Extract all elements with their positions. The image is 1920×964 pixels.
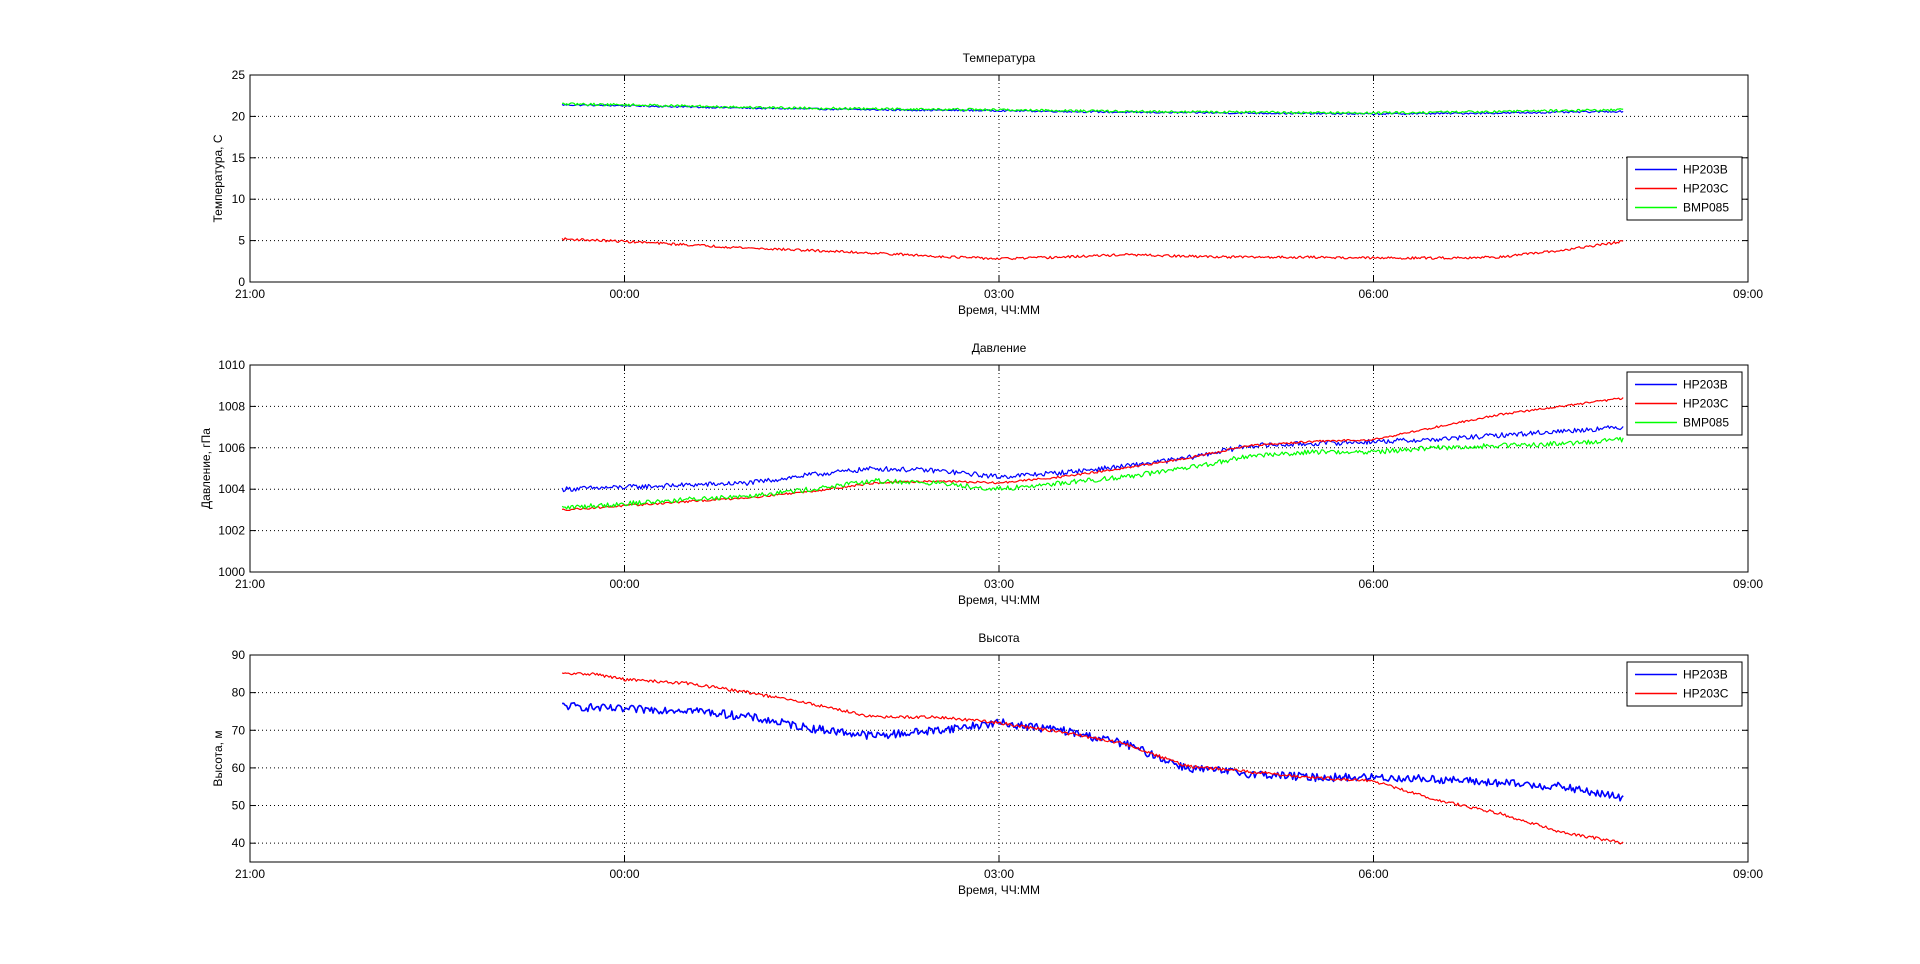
chart-title: Давление — [972, 341, 1027, 355]
y-tick-label: 1004 — [218, 482, 245, 496]
y-tick-label: 40 — [232, 836, 246, 850]
y-tick-label: 80 — [232, 686, 246, 700]
x-axis-label: Время, ЧЧ:ММ — [958, 303, 1040, 317]
x-tick-label: 03:00 — [984, 577, 1014, 591]
x-tick-label: 00:00 — [609, 287, 639, 301]
x-tick-label: 06:00 — [1358, 867, 1388, 881]
x-tick-label: 21:00 — [235, 867, 265, 881]
altitude-chart: Высота Время, ЧЧ:ММ Высота, м 21:00 00:00… — [211, 631, 1763, 897]
legend-label: HP203C — [1683, 397, 1729, 411]
y-axis-label: Температура, С — [211, 134, 225, 222]
y-axis-label: Давление, гПа — [199, 428, 213, 509]
legend-box — [1626, 661, 1743, 707]
y-axis-label: Высота, м — [211, 730, 225, 786]
series-line-hp203c — [561, 237, 1624, 261]
y-tick-label: 10 — [232, 192, 246, 206]
x-tick-label: 00:00 — [609, 577, 639, 591]
pressure-chart: Давление Время, ЧЧ:ММ Давление, гПа 21:0… — [199, 341, 1763, 607]
y-tick-label: 70 — [232, 723, 246, 737]
legend: HP203B HP203C BMP085 — [1626, 371, 1743, 436]
x-tick-label: 06:00 — [1358, 577, 1388, 591]
y-tick-label: 1008 — [218, 399, 245, 413]
series-line-hp203b — [562, 701, 1624, 802]
temperature-chart: Температура Время, ЧЧ:ММ Температура, С … — [211, 51, 1763, 317]
y-tick-label: 50 — [232, 799, 246, 813]
legend-label: BMP085 — [1683, 201, 1729, 215]
x-tick-label: 03:00 — [984, 867, 1014, 881]
series-line-hp203c — [561, 672, 1624, 845]
legend-label: HP203B — [1683, 378, 1728, 392]
y-tick-label: 90 — [232, 648, 246, 662]
y-tick-label: 1002 — [218, 524, 245, 538]
x-tick-label: 21:00 — [235, 287, 265, 301]
legend-label: HP203C — [1683, 687, 1729, 701]
x-tick-label: 09:00 — [1733, 577, 1763, 591]
y-tick-label: 1000 — [218, 565, 245, 579]
chart-title: Температура — [963, 51, 1036, 65]
x-tick-label: 21:00 — [235, 577, 265, 591]
legend: HP203B HP203C BMP085 — [1626, 156, 1743, 221]
y-tick-label: 20 — [232, 109, 246, 123]
y-tick-label: 15 — [232, 151, 246, 165]
legend-label: HP203C — [1683, 182, 1729, 196]
legend: HP203B HP203C — [1626, 661, 1743, 707]
legend-label: HP203B — [1683, 668, 1728, 682]
legend-label: HP203B — [1683, 163, 1728, 177]
x-axis-label: Время, ЧЧ:ММ — [958, 883, 1040, 897]
x-tick-label: 03:00 — [984, 287, 1014, 301]
series-line-hp203b — [561, 425, 1624, 493]
x-axis-label: Время, ЧЧ:ММ — [958, 593, 1040, 607]
y-tick-label: 0 — [238, 275, 245, 289]
plot-area — [250, 365, 1748, 572]
plot-area — [250, 75, 1748, 282]
series-line-hp203c — [561, 397, 1624, 512]
x-tick-label: 09:00 — [1733, 867, 1763, 881]
x-tick-label: 00:00 — [609, 867, 639, 881]
chart-title: Высота — [978, 631, 1020, 645]
y-tick-label: 5 — [238, 234, 245, 248]
series-line-bmp085 — [561, 436, 1624, 510]
x-tick-label: 09:00 — [1733, 287, 1763, 301]
plot-area — [250, 655, 1748, 862]
y-tick-label: 60 — [232, 761, 246, 775]
x-tick-label: 06:00 — [1358, 287, 1388, 301]
series-line-bmp085 — [561, 102, 1624, 115]
y-tick-label: 25 — [232, 68, 246, 82]
y-tick-label: 1010 — [218, 358, 245, 372]
legend-label: BMP085 — [1683, 416, 1729, 430]
y-tick-label: 1006 — [218, 441, 245, 455]
